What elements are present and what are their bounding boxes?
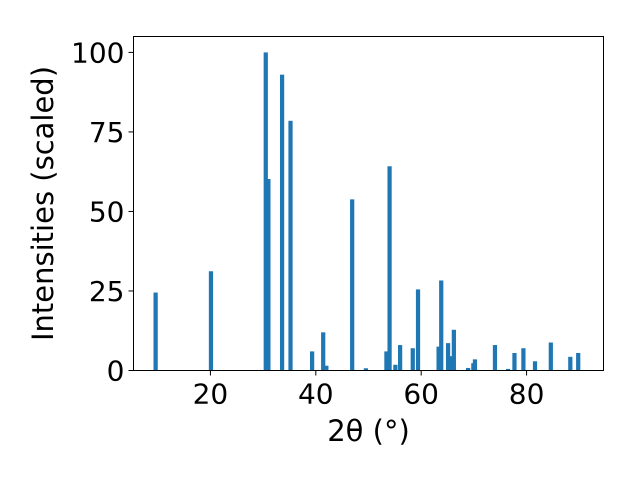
bar [263,52,268,371]
y-tick-label: 50 [89,195,125,228]
bar [532,361,538,371]
bar [398,345,403,371]
plot-frame [133,36,604,371]
y-axis: 0 25 50 75 100 [71,36,134,388]
bar [436,346,441,371]
bar [576,353,581,371]
y-axis-label: Intensities (scaled) [26,66,60,341]
bar [387,166,392,371]
bar [445,343,451,371]
bar [415,289,421,371]
y-tick-label: 75 [89,116,125,149]
bar [465,367,471,371]
bar [288,120,293,371]
bar [310,351,315,371]
x-tick-label: 60 [403,378,439,411]
x-axis: 20 40 60 80 [193,370,545,411]
bar [384,351,389,371]
y-tick-label: 25 [89,275,125,308]
y-tick-label: 0 [107,355,125,388]
y-tick-label: 100 [71,36,124,69]
x-axis-label: 2θ (°) [327,414,410,448]
bar [451,329,456,371]
x-tick-label: 80 [509,378,545,411]
bar [521,348,526,371]
bar [472,359,478,371]
bar [393,364,398,371]
bar [279,74,285,371]
bar [363,368,368,371]
bar [506,368,511,371]
bar [324,365,329,371]
bar [492,345,498,371]
bar [410,348,415,371]
bar [568,356,573,371]
bar [548,342,553,371]
bar [153,292,158,371]
x-tick-label: 20 [193,378,229,411]
bar [321,332,326,371]
bars [153,52,581,371]
bar [350,199,355,371]
bar [439,280,444,371]
bar [512,353,517,371]
bar [208,271,214,371]
x-tick-label: 40 [298,378,334,411]
bar [266,179,271,371]
